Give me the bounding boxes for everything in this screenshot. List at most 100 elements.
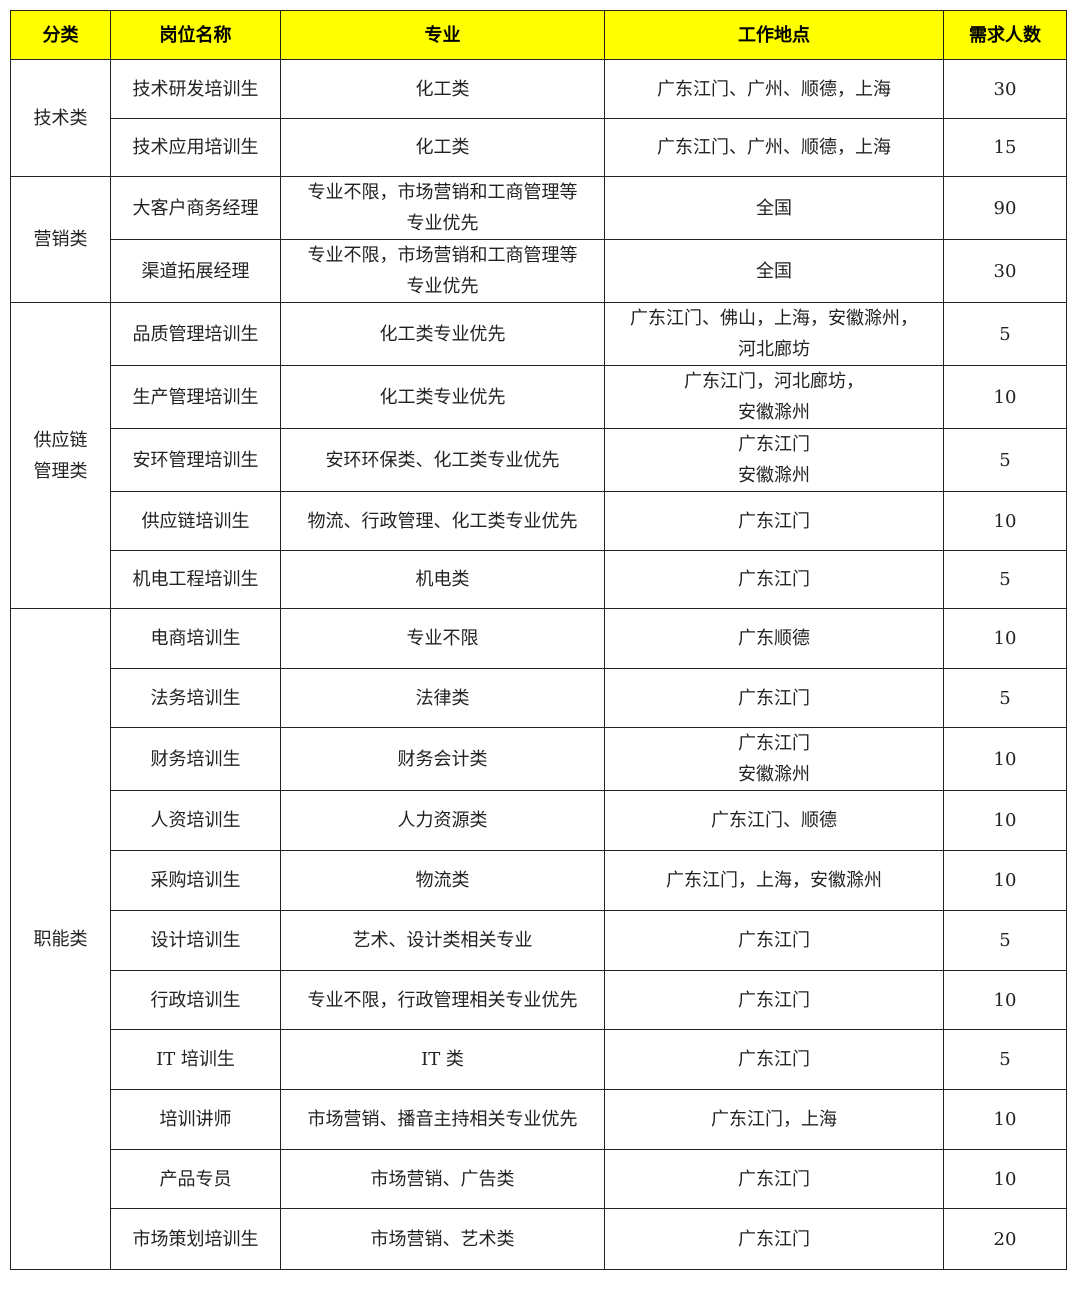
location-cell: 广东江门	[604, 491, 944, 551]
position-cell: 技术应用培训生	[110, 118, 281, 177]
position-cell: 设计培训生	[110, 910, 281, 971]
table-row: IT 培训生 IT 类广东江门 5	[11, 1029, 1067, 1090]
location-cell: 广东江门 安徽滁州	[604, 727, 944, 791]
position-cell: 行政培训生	[110, 970, 281, 1030]
major-cell: 市场营销、播音主持相关专业优先	[280, 1089, 605, 1150]
table-row: 职能类 电商培训生 专业不限 广东顺德 10	[10, 608, 1067, 1270]
header-count: 需求人数	[943, 10, 1067, 60]
major-cell: 机电类	[280, 550, 605, 609]
category-cell: 营销类	[10, 176, 111, 303]
position-cell: 生产管理培训生	[110, 365, 281, 429]
header-major: 专业	[280, 10, 605, 60]
count-cell: 5	[943, 668, 1067, 728]
category-cell: 技术类	[10, 59, 111, 177]
table-row: 产品专员 市场营销、广告类 广东江门 10	[11, 1149, 1067, 1209]
table-body: 技术类 技术研发培训生 化工类 广东江门、广州、顺德，上海 30 技术应用培训生 化工类 广东…	[10, 59, 1067, 1270]
location-cell: 广东江门 安徽滁州	[604, 428, 944, 492]
count-cell: 10	[943, 1149, 1067, 1209]
major-cell: 化工类专业优先	[280, 302, 605, 366]
position-cell: 电商培训生	[110, 608, 281, 669]
count-cell: 10	[943, 365, 1067, 429]
location-cell: 广东江门	[604, 550, 944, 609]
table-row: 营销类 大客户商务经理 专业不限，市场营销和工商管理等 专业优先 全国 90	[10, 176, 1067, 303]
table-row: 供应链培训生 物流、行政管理、化工类专业优先 广东江门 10	[11, 491, 1067, 551]
location-cell: 广东江门，上海，安徽滁州	[604, 850, 944, 911]
count-cell: 30	[943, 59, 1067, 119]
category-cell: 供应链 管理类	[10, 302, 111, 609]
position-cell: IT 培训生	[110, 1029, 281, 1090]
header-category: 分类	[10, 10, 111, 60]
major-cell: 专业不限	[280, 608, 605, 669]
location-cell: 广东江门	[604, 1029, 944, 1090]
count-cell: 5	[943, 302, 1067, 366]
major-cell: 市场营销、广告类	[280, 1149, 605, 1209]
location-cell: 全国	[604, 239, 944, 303]
position-cell: 技术研发培训生	[110, 59, 281, 119]
position-cell: 财务培训生	[110, 727, 281, 791]
major-cell: 人力资源类	[280, 790, 605, 851]
major-cell: 专业不限，行政管理相关专业优先	[280, 970, 605, 1030]
table-row: 供应链 管理类 品质管理培训生 化工类专业优先 广东江门、佛山，上海，安徽滁州， 河北…	[10, 302, 1067, 609]
count-cell: 30	[943, 239, 1067, 303]
recruitment-table: 分类 岗位名称 专业 工作地点 需求人数 技术类 技术研发培训生 化工类 广东江门、广…	[10, 10, 1067, 1270]
position-cell: 培训讲师	[110, 1089, 281, 1150]
location-cell: 广东江门	[604, 910, 944, 971]
count-cell: 90	[943, 176, 1067, 240]
count-cell: 5	[943, 910, 1067, 971]
position-cell: 渠道拓展经理	[110, 239, 281, 303]
table-row: 法务培训生 法律类 广东江门 5	[11, 668, 1067, 728]
location-cell: 全国	[604, 176, 944, 240]
count-cell: 10	[943, 970, 1067, 1030]
position-cell: 供应链培训生	[110, 491, 281, 551]
location-cell: 广东江门、顺德	[604, 790, 944, 851]
table-row: 技术应用培训生 化工类 广东江门、广州、顺德，上海 15	[11, 118, 1067, 177]
header-location: 工作地点	[604, 10, 944, 60]
count-cell: 10	[943, 850, 1067, 911]
header-position: 岗位名称	[110, 10, 281, 60]
table-row: 财务培训生 财务会计类 广东江门 安徽滁州 10	[11, 727, 1067, 791]
count-cell: 5	[943, 550, 1067, 609]
major-cell: 物流类	[280, 850, 605, 911]
location-cell: 广东江门，上海	[604, 1089, 944, 1150]
count-cell: 15	[943, 118, 1067, 177]
major-cell: 化工类专业优先	[280, 365, 605, 429]
major-cell: 市场营销、艺术类	[280, 1208, 605, 1270]
major-cell: 艺术、设计类相关专业	[280, 910, 605, 971]
position-cell: 机电工程培训生	[110, 550, 281, 609]
table-row: 技术类 技术研发培训生 化工类 广东江门、广州、顺德，上海 30	[10, 59, 1067, 177]
position-cell: 人资培训生	[110, 790, 281, 851]
header-row: 分类 岗位名称 专业 工作地点 需求人数	[10, 10, 1067, 60]
table-row: 培训讲师 市场营销、播音主持相关专业优先 广东江门，上海 10	[11, 1089, 1067, 1150]
major-cell: 化工类	[280, 118, 605, 177]
position-cell: 产品专员	[110, 1149, 281, 1209]
table-row: 市场策划培训生 市场营销、艺术类 广东江门 20	[11, 1208, 1067, 1270]
location-cell: 广东江门、佛山，上海，安徽滁州， 河北廊坊	[604, 302, 944, 366]
count-cell: 10	[943, 491, 1067, 551]
major-cell: IT 类	[280, 1029, 605, 1090]
table-row: 渠道拓展经理 专业不限，市场营销和工商管理等 专业优先 全国 30	[11, 239, 1067, 303]
major-cell: 物流、行政管理、化工类专业优先	[280, 491, 605, 551]
major-cell: 财务会计类	[280, 727, 605, 791]
location-cell: 广东江门	[604, 1149, 944, 1209]
position-cell: 采购培训生	[110, 850, 281, 911]
category-cell: 职能类	[10, 608, 111, 1270]
position-cell: 安环管理培训生	[110, 428, 281, 492]
table-row: 行政培训生 专业不限，行政管理相关专业优先 广东江门 10	[11, 970, 1067, 1030]
position-cell: 品质管理培训生	[110, 302, 281, 366]
major-cell: 专业不限，市场营销和工商管理等 专业优先	[280, 239, 605, 303]
location-cell: 广东江门，河北廊坊， 安徽滁州	[604, 365, 944, 429]
location-cell: 广东江门、广州、顺德，上海	[604, 59, 944, 119]
location-cell: 广东顺德	[604, 608, 944, 669]
position-cell: 大客户商务经理	[110, 176, 281, 240]
count-cell: 10	[943, 727, 1067, 791]
location-cell: 广东江门、广州、顺德，上海	[604, 118, 944, 177]
location-cell: 广东江门	[604, 1208, 944, 1270]
count-cell: 20	[943, 1208, 1067, 1270]
table-row: 机电工程培训生 机电类 广东江门 5	[11, 550, 1067, 609]
count-cell: 5	[943, 428, 1067, 492]
position-cell: 法务培训生	[110, 668, 281, 728]
major-cell: 法律类	[280, 668, 605, 728]
table-row: 采购培训生 物流类 广东江门，上海，安徽滁州 10	[11, 850, 1067, 911]
count-cell: 5	[943, 1029, 1067, 1090]
count-cell: 10	[943, 790, 1067, 851]
